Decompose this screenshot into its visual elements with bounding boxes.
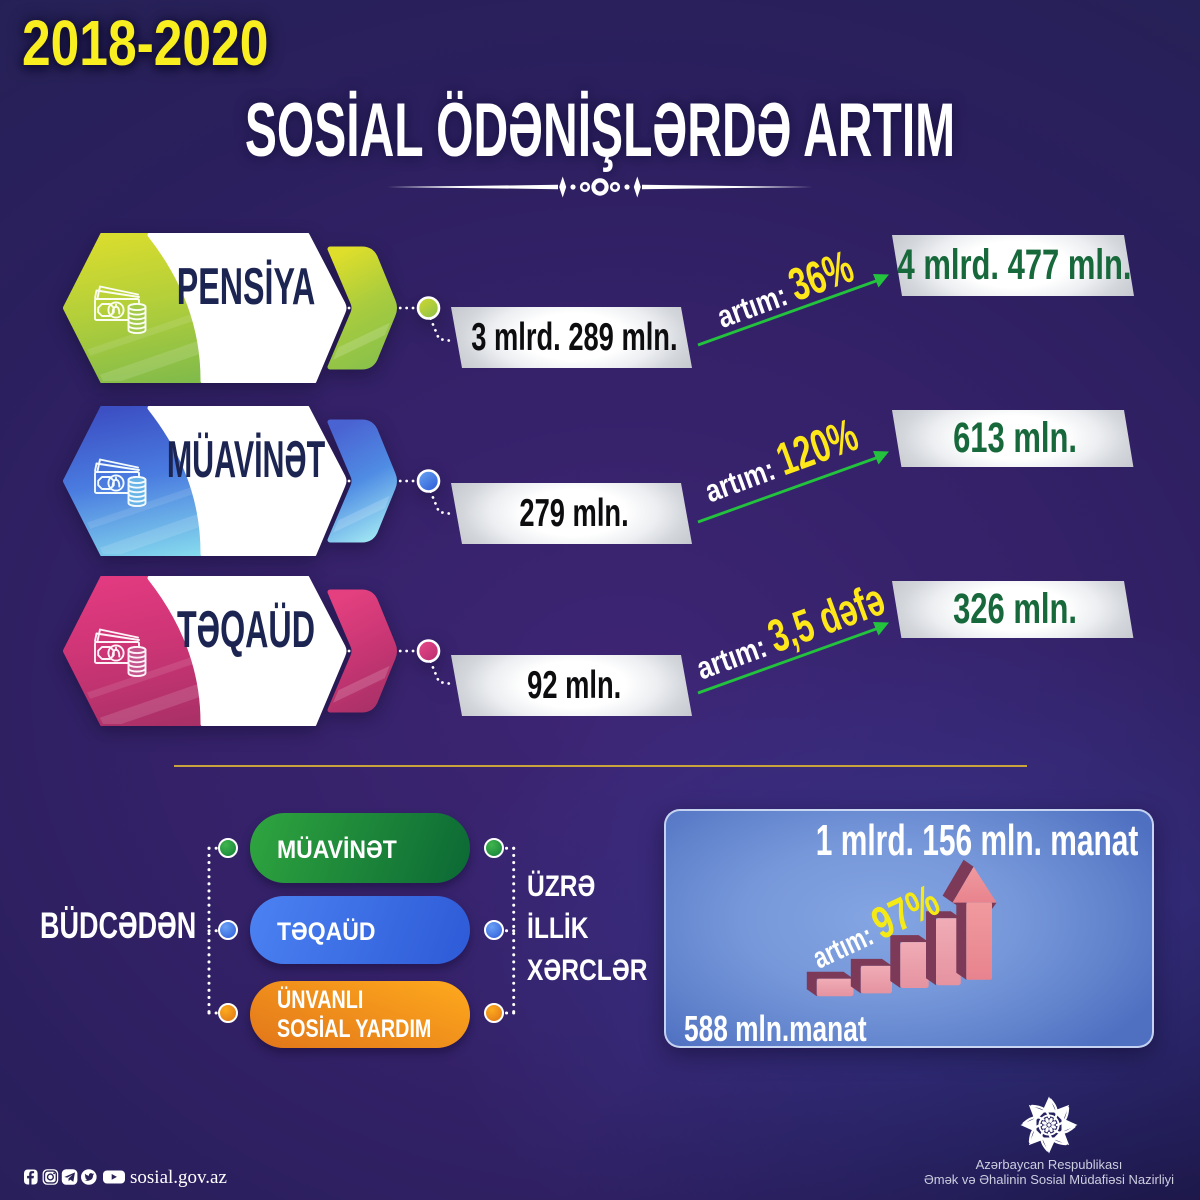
svg-text:TƏQAÜD: TƏQAÜD (177, 601, 315, 659)
svg-text:PENSİYA: PENSİYA (177, 258, 316, 316)
svg-text:MÜAVİNƏT: MÜAVİNƏT (167, 431, 325, 490)
